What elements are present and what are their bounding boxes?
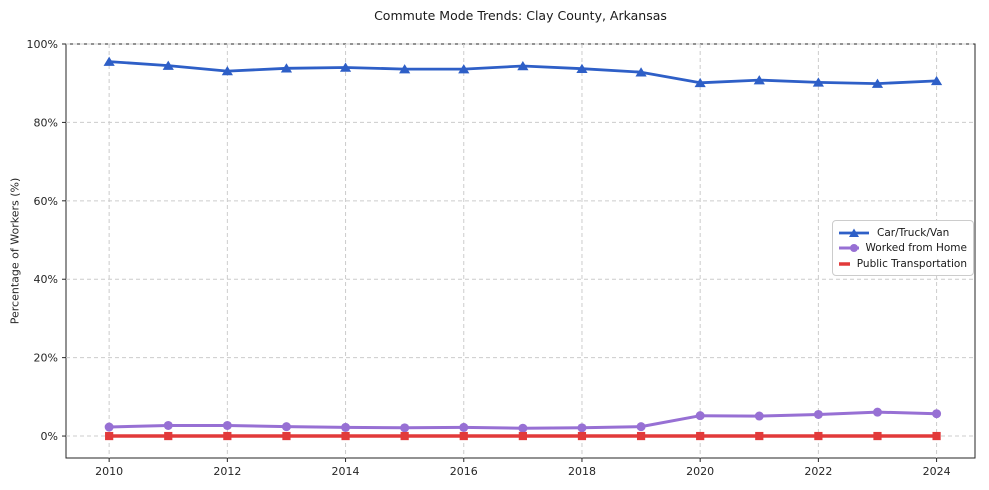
data-point-car-truck-van bbox=[517, 60, 529, 71]
legend-item: Worked from Home bbox=[838, 242, 967, 254]
data-point-worked-from-home bbox=[222, 420, 232, 430]
data-point-worked-from-home bbox=[163, 420, 173, 430]
data-point-worked-from-home bbox=[104, 422, 114, 432]
circle-legend-swatch-icon bbox=[839, 244, 859, 252]
data-point-car-truck-van bbox=[576, 63, 588, 73]
data-point-car-truck-van bbox=[930, 75, 943, 86]
y-tick-label: 20% bbox=[34, 352, 58, 365]
data-point-public-transportation bbox=[400, 431, 409, 441]
data-point-public-transportation bbox=[518, 431, 527, 441]
data-point-car-truck-van bbox=[753, 75, 765, 85]
x-tick-label: 2024 bbox=[923, 465, 951, 478]
data-point-worked-from-home bbox=[577, 423, 587, 433]
x-tick-label: 2014 bbox=[332, 465, 360, 478]
y-tick-label: 100% bbox=[27, 38, 58, 51]
x-tick-label: 2018 bbox=[568, 465, 596, 478]
plot-frame bbox=[65, 43, 976, 459]
data-point-car-truck-van bbox=[162, 60, 174, 70]
data-point-public-transportation bbox=[577, 431, 587, 441]
y-tick-label: 40% bbox=[34, 273, 58, 286]
data-point-worked-from-home bbox=[872, 407, 882, 417]
data-point-public-transportation bbox=[341, 431, 350, 441]
legend: Car/Truck/Van Worked from Home Public Tran… bbox=[832, 220, 974, 276]
triangle-legend-swatch-icon bbox=[839, 228, 869, 237]
data-point-public-transportation bbox=[223, 431, 232, 441]
data-point-worked-from-home bbox=[754, 411, 764, 421]
data-point-car-truck-van bbox=[871, 78, 884, 88]
data-point-car-truck-van bbox=[694, 77, 706, 88]
data-point-car-truck-van bbox=[221, 66, 233, 76]
data-point-public-transportation bbox=[873, 431, 882, 441]
x-tick-label: 2016 bbox=[450, 465, 478, 478]
legend-label: Car/Truck/Van bbox=[877, 226, 950, 239]
data-point-public-transportation bbox=[932, 431, 941, 441]
data-point-worked-from-home bbox=[932, 409, 942, 419]
legend-label: Public Transportation bbox=[856, 257, 967, 270]
x-tick-label: 2012 bbox=[213, 465, 241, 478]
data-point-car-truck-van bbox=[103, 56, 115, 66]
legend-label: Worked from Home bbox=[865, 242, 967, 254]
data-point-worked-from-home bbox=[400, 423, 410, 433]
data-point-public-transportation bbox=[282, 431, 291, 441]
x-tick-label: 2022 bbox=[804, 465, 832, 478]
data-point-worked-from-home bbox=[459, 422, 469, 432]
data-point-car-truck-van bbox=[399, 64, 411, 74]
legend-item: Car/Truck/Van bbox=[838, 227, 967, 239]
data-point-public-transportation bbox=[459, 431, 468, 441]
chart-title: Commute Mode Trends: Clay County, Arkans… bbox=[374, 8, 667, 23]
data-point-worked-from-home bbox=[813, 409, 823, 419]
data-point-car-truck-van bbox=[339, 62, 352, 72]
data-point-public-transportation bbox=[164, 431, 173, 441]
data-point-worked-from-home bbox=[636, 422, 646, 432]
data-point-public-transportation bbox=[814, 431, 823, 441]
data-point-car-truck-van bbox=[635, 67, 647, 77]
data-point-public-transportation bbox=[755, 431, 764, 441]
square-legend-swatch-icon bbox=[839, 261, 850, 266]
data-point-public-transportation bbox=[636, 431, 646, 441]
data-point-worked-from-home bbox=[518, 423, 528, 433]
data-point-car-truck-van bbox=[812, 77, 824, 87]
y-tick-label: 60% bbox=[34, 195, 58, 208]
data-point-car-truck-van bbox=[280, 63, 293, 73]
legend-item: Public Transportation bbox=[838, 258, 967, 270]
y-tick-label: 0% bbox=[41, 430, 58, 443]
y-tick-label: 80% bbox=[34, 116, 58, 129]
x-tick-label: 2010 bbox=[95, 465, 123, 478]
data-point-public-transportation bbox=[696, 431, 705, 441]
data-point-worked-from-home bbox=[695, 411, 705, 421]
x-tick-label: 2020 bbox=[686, 465, 714, 478]
data-point-car-truck-van bbox=[458, 64, 470, 74]
data-point-worked-from-home bbox=[341, 422, 351, 432]
data-point-public-transportation bbox=[105, 431, 114, 441]
data-point-worked-from-home bbox=[281, 422, 291, 432]
